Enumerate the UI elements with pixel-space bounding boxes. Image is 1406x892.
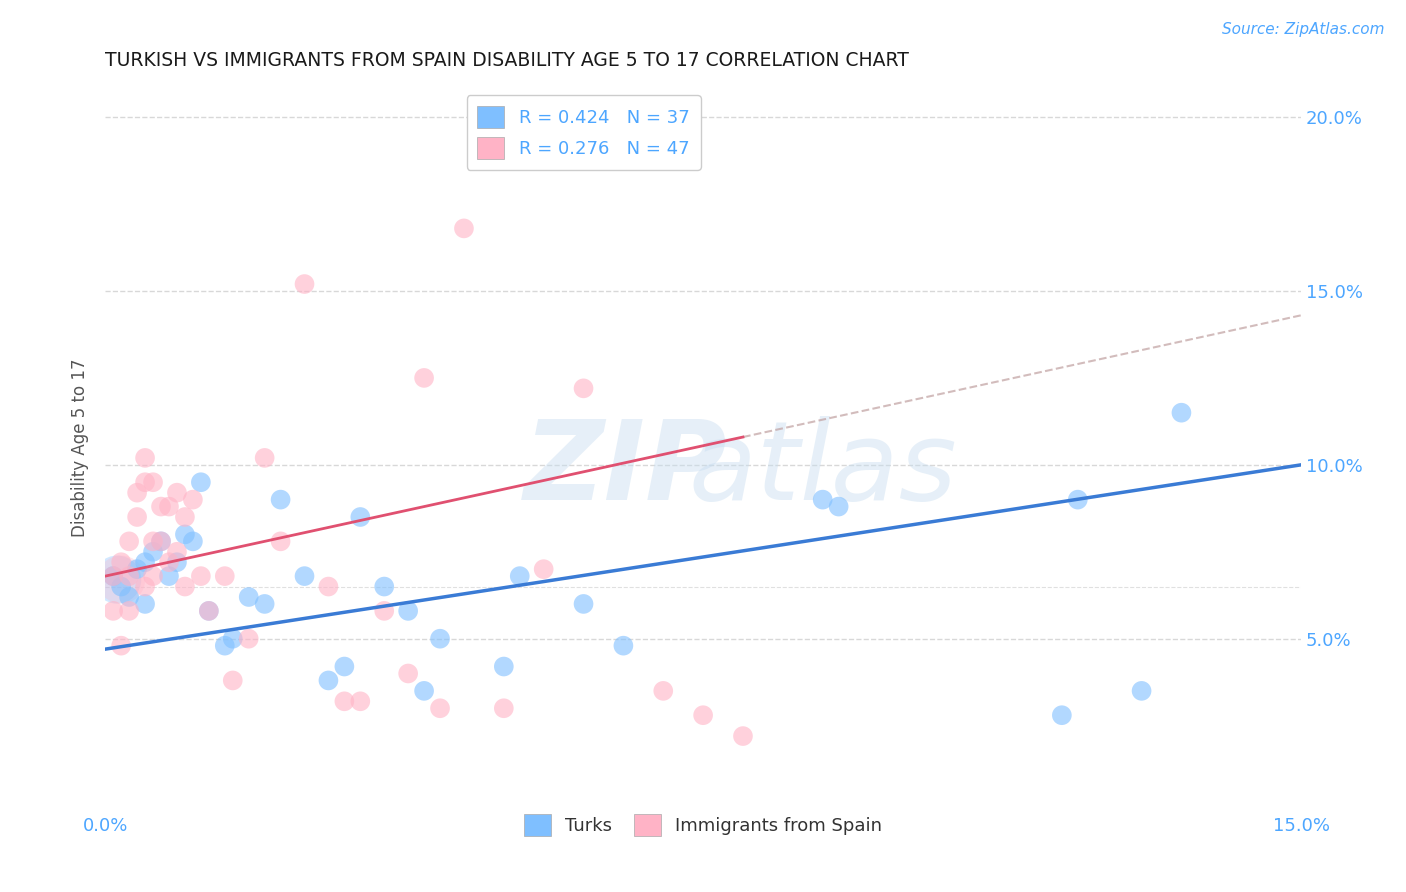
Point [270,534,292,549]
Point [134,475,156,490]
Point [509,569,531,583]
Point [1170,406,1192,420]
Point [238,632,260,646]
Point [572,381,595,395]
Point [105,573,128,587]
Point [166,555,188,569]
Point [253,450,276,465]
Point [396,666,419,681]
Point [572,597,595,611]
Point [127,485,149,500]
Point [1067,492,1090,507]
Point [150,534,173,549]
Point [127,562,149,576]
Point [373,580,395,594]
Point [318,580,340,594]
Point [333,694,356,708]
Point [174,527,197,541]
Point [127,510,149,524]
Point [198,604,221,618]
Point [318,673,340,688]
Point [157,569,180,583]
Point [134,580,156,594]
Point [157,500,180,514]
Point [294,277,316,291]
Point [110,573,132,587]
Point [103,569,125,583]
Point [118,604,141,618]
Point [612,639,634,653]
Point [103,604,125,618]
Point [150,534,173,549]
Point [214,569,236,583]
Point [827,500,849,514]
Point [118,534,141,549]
Point [429,632,451,646]
Point [181,534,204,549]
Point [222,673,245,688]
Point [166,545,188,559]
Y-axis label: Disability Age 5 to 17: Disability Age 5 to 17 [72,359,89,537]
Text: TURKISH VS IMMIGRANTS FROM SPAIN DISABILITY AGE 5 TO 17 CORRELATION CHART: TURKISH VS IMMIGRANTS FROM SPAIN DISABIL… [105,51,910,70]
Point [166,485,188,500]
Point [652,684,675,698]
Point [174,510,197,524]
Point [492,701,515,715]
Point [811,492,834,507]
Point [1130,684,1153,698]
Point [157,555,180,569]
Point [1050,708,1073,723]
Point [150,500,173,514]
Point [134,555,156,569]
Point [349,694,371,708]
Point [238,590,260,604]
Point [396,604,419,618]
Text: atlas: atlas [689,416,957,523]
Point [453,221,475,235]
Point [103,569,125,583]
Point [110,555,132,569]
Point [349,510,371,524]
Point [190,475,212,490]
Point [429,701,451,715]
Point [270,492,292,507]
Legend: Turks, Immigrants from Spain: Turks, Immigrants from Spain [516,807,890,844]
Point [253,597,276,611]
Point [588,152,610,166]
Point [142,534,165,549]
Point [413,371,436,385]
Point [333,659,356,673]
Point [110,580,132,594]
Point [142,569,165,583]
Point [118,569,141,583]
Text: Source: ZipAtlas.com: Source: ZipAtlas.com [1222,22,1385,37]
Point [492,659,515,673]
Text: ZIP: ZIP [523,416,727,523]
Point [190,569,212,583]
Point [181,492,204,507]
Point [533,562,555,576]
Point [142,475,165,490]
Point [413,684,436,698]
Point [142,545,165,559]
Point [110,639,132,653]
Point [222,632,245,646]
Point [294,569,316,583]
Point [731,729,754,743]
Point [174,580,197,594]
Point [118,590,141,604]
Point [198,604,221,618]
Point [214,639,236,653]
Point [134,597,156,611]
Point [692,708,714,723]
Point [373,604,395,618]
Point [134,450,156,465]
